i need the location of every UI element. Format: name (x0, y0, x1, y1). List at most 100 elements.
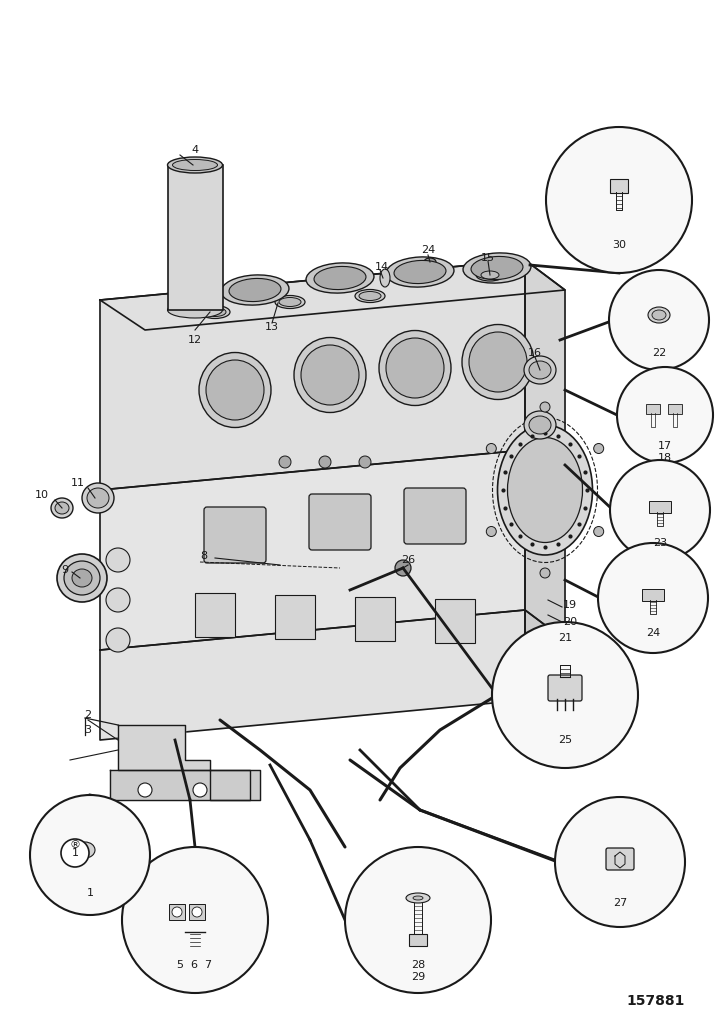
Circle shape (172, 907, 182, 918)
Text: 21: 21 (558, 633, 572, 643)
Ellipse shape (206, 360, 264, 420)
Ellipse shape (306, 263, 374, 293)
Circle shape (61, 839, 89, 867)
Circle shape (106, 628, 130, 652)
Circle shape (192, 907, 202, 918)
FancyBboxPatch shape (169, 904, 185, 920)
FancyBboxPatch shape (189, 904, 205, 920)
Polygon shape (525, 450, 565, 640)
Ellipse shape (199, 352, 271, 427)
FancyBboxPatch shape (646, 404, 660, 414)
FancyBboxPatch shape (204, 507, 266, 563)
Circle shape (546, 127, 692, 273)
Text: 10: 10 (35, 490, 49, 500)
Ellipse shape (471, 256, 523, 280)
Ellipse shape (82, 483, 114, 513)
Ellipse shape (294, 338, 366, 413)
Circle shape (138, 783, 152, 797)
Ellipse shape (57, 554, 107, 602)
Text: 4: 4 (192, 145, 199, 155)
Ellipse shape (275, 296, 305, 308)
Ellipse shape (355, 290, 385, 302)
Ellipse shape (529, 361, 551, 379)
Circle shape (617, 367, 713, 463)
FancyBboxPatch shape (275, 595, 315, 639)
Text: 25: 25 (558, 735, 572, 745)
Circle shape (594, 526, 604, 537)
Ellipse shape (413, 896, 423, 900)
Ellipse shape (652, 310, 666, 319)
Text: 17
18: 17 18 (658, 441, 672, 463)
Polygon shape (525, 260, 565, 480)
Text: 1: 1 (72, 848, 78, 858)
Text: 15: 15 (481, 253, 495, 263)
Polygon shape (100, 610, 525, 740)
FancyBboxPatch shape (606, 848, 634, 870)
Text: 2: 2 (85, 710, 92, 720)
Ellipse shape (481, 271, 499, 279)
Ellipse shape (508, 437, 582, 543)
Text: 12: 12 (188, 335, 202, 345)
Polygon shape (100, 260, 565, 330)
Ellipse shape (172, 160, 218, 171)
Circle shape (345, 847, 491, 993)
Circle shape (106, 588, 130, 612)
Ellipse shape (55, 502, 69, 514)
Ellipse shape (301, 345, 359, 406)
Ellipse shape (51, 498, 73, 518)
Ellipse shape (524, 356, 556, 384)
Circle shape (540, 568, 550, 578)
Ellipse shape (279, 298, 301, 306)
Ellipse shape (386, 257, 454, 287)
Circle shape (359, 456, 371, 468)
FancyBboxPatch shape (409, 934, 427, 946)
Ellipse shape (406, 893, 430, 903)
FancyBboxPatch shape (309, 494, 371, 550)
Ellipse shape (648, 307, 670, 323)
FancyBboxPatch shape (404, 488, 466, 544)
Ellipse shape (229, 279, 281, 301)
Circle shape (540, 402, 550, 412)
Text: 23: 23 (653, 538, 667, 548)
Text: 9: 9 (62, 565, 68, 575)
Circle shape (594, 443, 604, 454)
Ellipse shape (87, 488, 109, 508)
Polygon shape (110, 770, 260, 800)
Circle shape (193, 783, 207, 797)
Circle shape (609, 270, 709, 370)
Text: 1: 1 (86, 888, 93, 898)
Text: 157881: 157881 (627, 994, 685, 1008)
Circle shape (486, 526, 496, 537)
Text: 20: 20 (563, 617, 577, 627)
Text: 5  6  7: 5 6 7 (177, 961, 213, 970)
FancyBboxPatch shape (195, 593, 235, 637)
Ellipse shape (379, 331, 451, 406)
Text: 30: 30 (612, 241, 626, 250)
Circle shape (30, 795, 150, 915)
Ellipse shape (380, 269, 390, 287)
Text: 26: 26 (401, 555, 415, 565)
Circle shape (395, 560, 411, 575)
Circle shape (106, 548, 130, 572)
Ellipse shape (394, 260, 446, 284)
Ellipse shape (314, 266, 366, 290)
Ellipse shape (476, 269, 504, 281)
Text: 28
29: 28 29 (411, 961, 425, 982)
Text: 8: 8 (200, 551, 208, 561)
Text: 14: 14 (375, 262, 389, 272)
Polygon shape (525, 610, 565, 730)
FancyBboxPatch shape (355, 597, 395, 641)
Text: 24: 24 (646, 629, 660, 638)
Circle shape (486, 443, 496, 454)
Text: 27: 27 (613, 898, 627, 907)
Ellipse shape (529, 416, 551, 434)
Text: 11: 11 (71, 478, 85, 488)
FancyBboxPatch shape (548, 675, 582, 701)
Ellipse shape (424, 258, 436, 266)
Text: 22: 22 (652, 347, 666, 357)
Ellipse shape (524, 411, 556, 439)
Text: ®: ® (70, 840, 80, 850)
Circle shape (555, 797, 685, 927)
Circle shape (319, 456, 331, 468)
Text: 13: 13 (265, 322, 279, 332)
